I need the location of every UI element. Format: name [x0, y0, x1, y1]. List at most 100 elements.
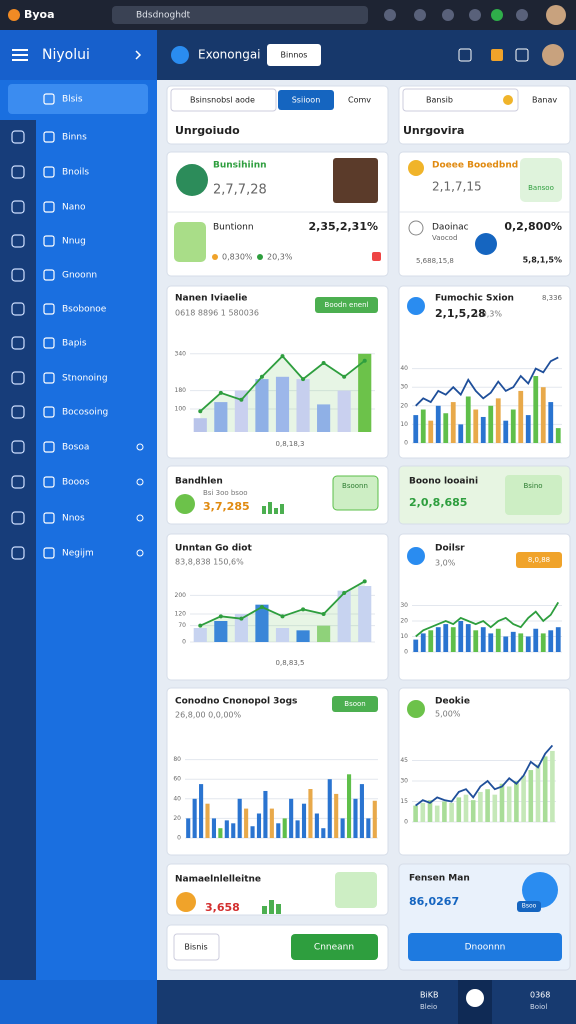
nav-item[interactable]: Booos: [62, 478, 90, 488]
label[interactable]: Bansoo: [528, 184, 554, 192]
call-button[interactable]: [520, 158, 562, 202]
label: Daoinac: [432, 223, 469, 233]
label: 3,658: [205, 901, 240, 914]
bar: [480, 416, 486, 443]
nav-item[interactable]: Nnug: [62, 237, 86, 247]
item-dot: [136, 549, 144, 557]
label[interactable]: Comv: [348, 96, 371, 105]
label: 86,0267: [409, 895, 459, 908]
chart-footer: 0,8,83,5: [276, 659, 305, 667]
chart-badge[interactable]: [332, 696, 378, 712]
y-tick-label: 180: [175, 387, 187, 394]
header-icon[interactable]: [458, 48, 472, 62]
label: 8,336: [542, 294, 563, 302]
search-icon: [503, 95, 513, 105]
primary-button[interactable]: [408, 933, 562, 961]
item-icon: [43, 441, 55, 453]
nav-item[interactable]: Bsobonoe: [62, 305, 107, 315]
label[interactable]: Banav: [532, 96, 557, 105]
label: 20,3%: [267, 253, 293, 262]
stat-icon: [176, 892, 196, 912]
item-icon: [43, 547, 55, 559]
label: 2,35,2,31%: [309, 220, 378, 233]
line-point: [259, 374, 264, 379]
item-icon: [43, 372, 55, 384]
bar: [495, 398, 501, 443]
nav-item[interactable]: Gnoonn: [62, 271, 97, 281]
bar: [269, 808, 274, 838]
menu-icon: [12, 49, 28, 51]
bar: [499, 783, 505, 822]
mini-bar: [269, 900, 274, 914]
stat-badge: [517, 901, 541, 912]
y-tick-label: 80: [173, 756, 181, 763]
strip-icon: [11, 440, 25, 454]
nav-item[interactable]: Negijm: [62, 549, 94, 559]
line-point: [198, 409, 203, 414]
toolbar-icon[interactable]: [384, 9, 396, 21]
search-button[interactable]: [278, 90, 334, 110]
mini-bar: [262, 506, 266, 514]
secondary-button[interactable]: [173, 933, 220, 961]
chart-badge[interactable]: [516, 552, 562, 568]
label[interactable]: Dnoonnn: [465, 943, 506, 953]
header-avatar[interactable]: [542, 44, 564, 66]
label: 0,830%: [222, 253, 253, 262]
label[interactable]: Bisnis: [184, 943, 207, 952]
header-icon[interactable]: [491, 49, 503, 61]
nav-item[interactable]: Stnonoing: [62, 374, 108, 384]
label[interactable]: Boodn enenl: [325, 301, 369, 309]
chart-icon: [407, 547, 425, 565]
header-button[interactable]: [267, 44, 321, 66]
header-icon[interactable]: [515, 48, 529, 62]
nav-item[interactable]: Binns: [62, 133, 87, 143]
user-avatar[interactable]: [546, 5, 566, 25]
primary-button[interactable]: [291, 934, 378, 960]
y-tick-label: 45: [400, 757, 408, 764]
nav-item[interactable]: Bocosoing: [62, 408, 108, 418]
label[interactable]: Cnneann: [314, 943, 354, 953]
item-icon: [43, 303, 55, 315]
bar: [295, 820, 300, 838]
chart-badge[interactable]: [315, 297, 378, 313]
search-box[interactable]: [170, 88, 277, 112]
toolbar-icon[interactable]: [469, 9, 481, 21]
nav-item[interactable]: Bnoils: [62, 168, 89, 178]
item-icon: [43, 131, 55, 143]
toolbar-icon[interactable]: [516, 9, 528, 21]
bar: [192, 798, 197, 838]
bar: [413, 805, 418, 822]
address-bar[interactable]: [112, 6, 368, 24]
collapse-icon: [135, 50, 142, 60]
nav-item[interactable]: Nnos: [62, 514, 85, 524]
stat-badge: [335, 872, 377, 908]
strip-icon: [11, 268, 25, 282]
label: Bandhlen: [175, 477, 223, 487]
label[interactable]: Ssiioon: [292, 96, 321, 105]
bar: [282, 818, 287, 838]
bar: [443, 413, 449, 443]
bar: [334, 793, 339, 838]
bar: [495, 628, 501, 652]
line-point: [321, 612, 326, 616]
toolbar-icon[interactable]: [414, 9, 426, 21]
toolbar-icon[interactable]: [442, 9, 454, 21]
search-box[interactable]: [402, 88, 519, 112]
bar: [555, 428, 561, 443]
label[interactable]: 8,0,88: [528, 556, 550, 564]
label[interactable]: Bsoon: [344, 700, 365, 708]
action-icon[interactable]: [475, 233, 497, 255]
chart-subtitle: 26,8,00 0,0,00%: [175, 711, 242, 720]
nav-item[interactable]: Bapis: [62, 339, 87, 349]
nav-item[interactable]: Blsis: [62, 95, 83, 105]
bar: [458, 621, 464, 652]
bar: [514, 781, 519, 822]
bar: [346, 774, 352, 838]
header-button-label[interactable]: Binnos: [281, 51, 308, 60]
photo: [333, 158, 378, 203]
toolbar-icon[interactable]: [491, 9, 503, 21]
y-tick-label: 340: [175, 350, 187, 357]
card: [166, 533, 389, 681]
nav-item[interactable]: Nano: [62, 203, 86, 213]
nav-item[interactable]: Bosoa: [62, 443, 89, 453]
